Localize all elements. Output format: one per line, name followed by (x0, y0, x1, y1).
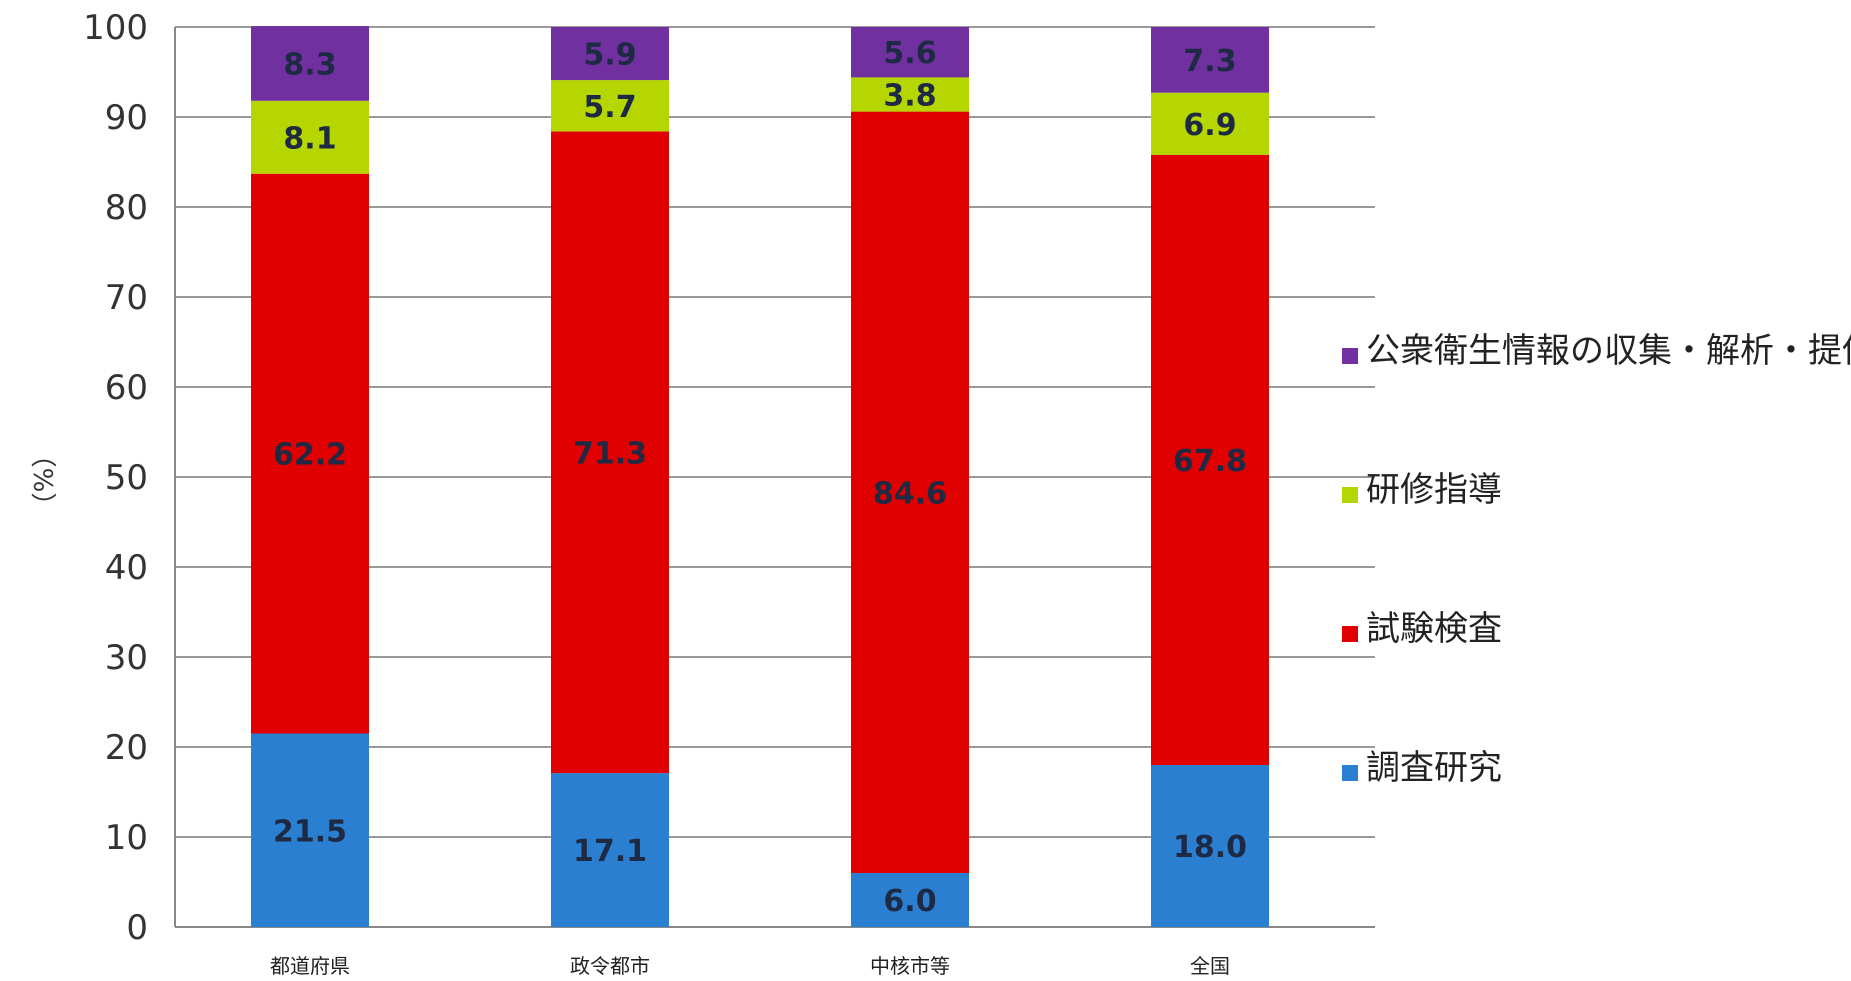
y-tick-label: 100 (83, 8, 148, 48)
category-label: 政令都市 (570, 954, 650, 978)
bar-segment (551, 80, 669, 132)
legend-swatch (1342, 348, 1358, 364)
bar-segment (851, 111, 969, 874)
bar-segment (251, 173, 369, 734)
y-tick-label: 90 (105, 98, 148, 138)
bar-segment (1151, 27, 1269, 93)
bars (251, 26, 1269, 927)
y-tick-label: 80 (105, 188, 148, 228)
bar-segment (551, 131, 669, 774)
category-labels: 都道府県 政令都市 中核市等 全国 (270, 954, 1230, 978)
data-label: 62.2 (273, 438, 347, 473)
legend-label: 調査研究 (1366, 748, 1502, 788)
y-axis-label: （%） (27, 442, 57, 519)
data-label: 5.9 (583, 38, 636, 73)
category-label: 全国 (1190, 954, 1230, 978)
data-label: 7.3 (1183, 44, 1236, 79)
bar-segment (551, 27, 669, 81)
bar-segment (251, 100, 369, 174)
y-tick-label: 70 (105, 278, 148, 318)
bar-segment (851, 77, 969, 112)
category-label: 中核市等 (870, 954, 950, 978)
data-label: 67.8 (1173, 444, 1247, 479)
bar-segment (851, 27, 969, 78)
data-label: 3.8 (883, 79, 936, 114)
data-label: 71.3 (573, 436, 647, 471)
bar-segment (251, 733, 369, 927)
data-label: 8.1 (283, 121, 336, 156)
data-label: 5.6 (883, 36, 936, 71)
bar-segment (551, 773, 669, 927)
data-labels: 21.5 62.2 8.1 8.3 17.1 71.3 5.7 5.9 6.0 84.6 3.8 5.… (273, 36, 1247, 919)
y-tick-label: 50 (105, 458, 148, 498)
data-label: 6.0 (883, 884, 936, 919)
bar-segment (1151, 92, 1269, 155)
data-label: 17.1 (573, 834, 647, 869)
y-tick-label: 30 (105, 638, 148, 678)
data-label: 6.9 (1183, 108, 1236, 143)
y-tick-labels: 0 10 20 30 40 50 60 70 80 90 100 (83, 8, 148, 948)
legend-label: 試験検査 (1366, 609, 1502, 649)
data-label: 5.7 (583, 90, 636, 125)
legend-swatch (1342, 487, 1358, 503)
data-label: 18.0 (1173, 830, 1247, 865)
y-tick-label: 10 (105, 818, 148, 858)
legend-swatch (1342, 626, 1358, 642)
legend-label: 公衆衛生情報の収集・解析・提供 (1366, 331, 1851, 371)
bar-segment (251, 26, 369, 101)
legend-swatch (1342, 765, 1358, 781)
y-tick-label: 20 (105, 728, 148, 768)
y-tick-label: 60 (105, 368, 148, 408)
y-tick-label: 0 (126, 908, 148, 948)
bar-segment (1151, 154, 1269, 766)
data-label: 8.3 (283, 47, 336, 82)
category-label: 都道府県 (270, 954, 350, 978)
legend-label: 研修指導 (1366, 470, 1502, 510)
y-tick-label: 40 (105, 548, 148, 588)
data-label: 21.5 (273, 814, 347, 849)
data-label: 84.6 (873, 476, 947, 511)
bar-segment (851, 873, 969, 927)
bar-segment (1151, 765, 1269, 927)
